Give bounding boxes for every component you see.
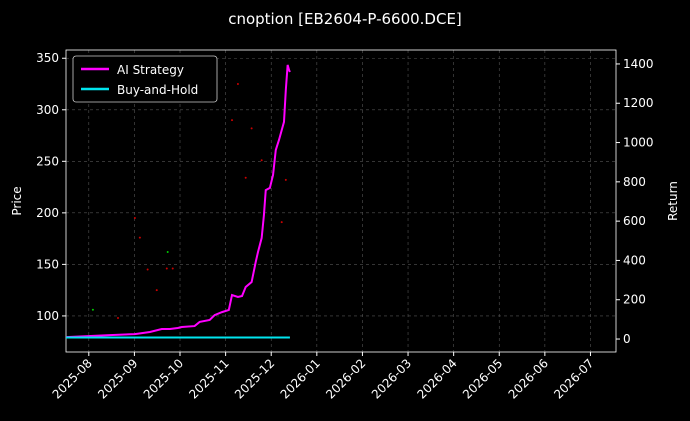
y2-tick-label: 0 — [623, 332, 631, 346]
signal-point — [231, 119, 234, 122]
legend-box — [72, 55, 218, 103]
x-tick-label: 2025-09 — [95, 356, 140, 401]
y2-tick-label: 800 — [623, 175, 646, 189]
legend-label: Buy-and-Hold — [117, 83, 198, 97]
y2-tick-label: 1400 — [623, 57, 654, 71]
y2-tick-label: 600 — [623, 214, 646, 228]
x-tick-label: 2026-01 — [278, 356, 323, 401]
signal-point — [155, 289, 158, 292]
y-tick-label: 200 — [36, 206, 59, 220]
x-tick-label: 2026-05 — [460, 356, 505, 401]
signal-point — [165, 267, 168, 270]
chart-title: cnoption [EB2604-P-6600.DCE] — [228, 10, 462, 28]
signal-point — [244, 176, 247, 179]
y-tick-label: 250 — [36, 154, 59, 168]
signal-point — [166, 251, 169, 254]
x-tick-label: 2026-02 — [323, 356, 368, 401]
x-tick-label: 2025-11 — [186, 356, 231, 401]
signal-point — [91, 308, 94, 311]
x-tick-label: 2025-12 — [232, 356, 277, 401]
y-tick-label: 350 — [36, 51, 59, 65]
x-tick-label: 2025-08 — [50, 356, 95, 401]
signal-point — [260, 159, 263, 162]
y2-tick-label: 200 — [623, 293, 646, 307]
y2-tick-label: 1000 — [623, 136, 654, 150]
signal-point — [138, 236, 141, 239]
y-tick-label: 300 — [36, 103, 59, 117]
signal-point — [171, 267, 174, 270]
series-line — [65, 64, 291, 339]
signal-point — [146, 268, 149, 271]
x-tick-label: 2026-04 — [414, 356, 459, 401]
legend-label: AI Strategy — [117, 63, 184, 77]
y2-axis-label: Return — [666, 181, 680, 221]
signal-point — [236, 83, 239, 86]
y2-tick-label: 1200 — [623, 96, 654, 110]
x-tick-label: 2026-03 — [369, 356, 414, 401]
x-tick-label: 2026-06 — [506, 356, 551, 401]
signal-point — [250, 127, 253, 130]
x-tick-label: 2026-07 — [551, 356, 596, 401]
signal-point — [280, 221, 283, 224]
y-tick-label: 150 — [36, 257, 59, 271]
x-tick-label: 2025-10 — [141, 356, 186, 401]
signal-point — [133, 217, 136, 220]
signal-point — [284, 178, 287, 181]
y-tick-label: 100 — [36, 309, 59, 323]
y2-tick-label: 400 — [623, 253, 646, 267]
y-axis-label: Price — [10, 186, 24, 215]
signal-point — [116, 316, 119, 319]
plot-frame — [65, 49, 617, 353]
